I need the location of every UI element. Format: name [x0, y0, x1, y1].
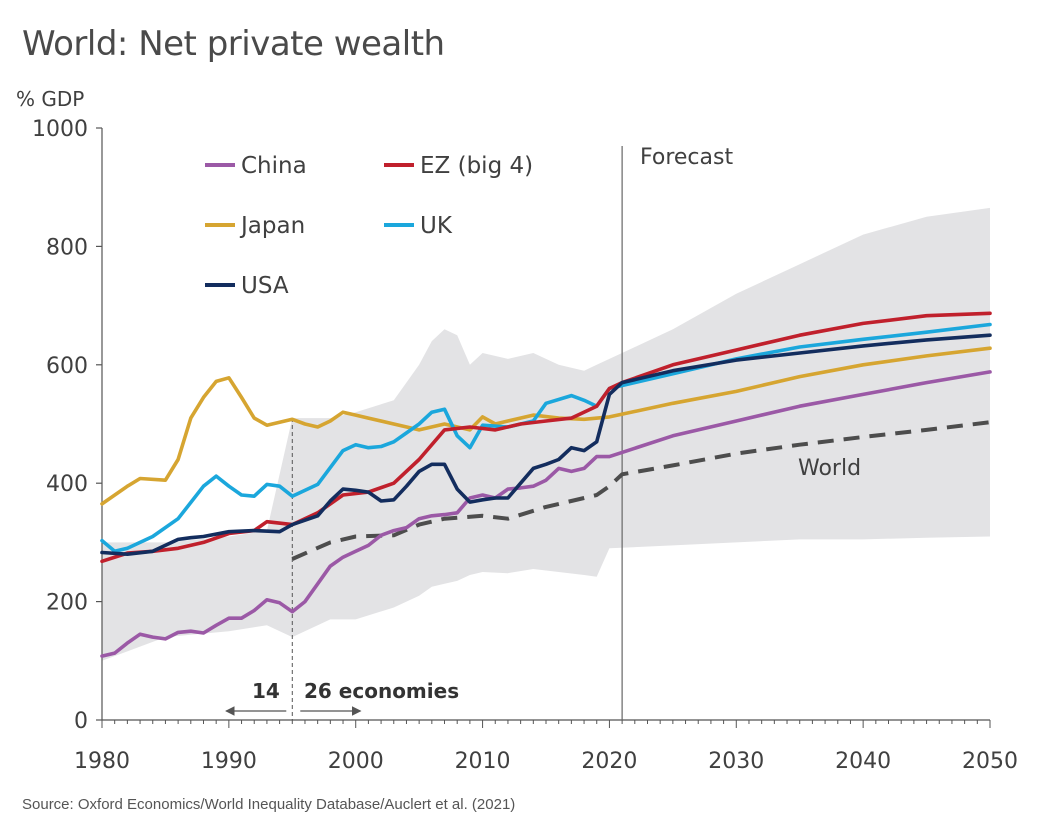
series-layer	[100, 311, 992, 658]
legend-label: Japan	[239, 213, 305, 239]
y-tick-label: 0	[74, 709, 88, 734]
split-left-label: 14	[252, 679, 280, 703]
legend-label: UK	[420, 213, 453, 239]
range-band	[102, 207, 990, 661]
legend-label: EZ (big 4)	[420, 153, 533, 179]
y-tick-label: 200	[46, 591, 88, 616]
x-tick-label: 2050	[962, 749, 1018, 774]
y-tick-label: 1000	[32, 117, 88, 142]
series-line-japan	[100, 346, 992, 506]
x-tick-label: 1980	[74, 749, 130, 774]
x-tick-label: 2020	[581, 749, 637, 774]
y-tick-label: 800	[46, 235, 88, 260]
series-line-china	[100, 370, 992, 658]
y-tick-label: 600	[46, 354, 88, 379]
x-tick-label: 2010	[455, 749, 511, 774]
range-band-layer	[102, 207, 990, 661]
world-series-label: World	[798, 456, 861, 481]
x-tick-label: 2040	[835, 749, 891, 774]
chart-title: World: Net private wealth	[22, 24, 445, 64]
series-line-world	[291, 420, 991, 561]
y-tick-label: 400	[46, 472, 88, 497]
series-line-usa	[100, 333, 992, 556]
series-line-ez-big-4	[100, 311, 992, 564]
split-right-label: 26 economies	[304, 679, 459, 703]
legend: China EZ (big 4) Japan UK USA	[205, 153, 533, 299]
y-axis-label: % GDP	[16, 87, 84, 111]
legend-label: China	[241, 153, 307, 179]
x-tick-label: 1990	[201, 749, 257, 774]
source-note: Source: Oxford Economics/World Inequalit…	[22, 796, 516, 813]
axes: 0 200 400 600 800 1000 1980 1990 2000 2010 2020 203…	[32, 117, 1018, 774]
x-tick-label: 2000	[328, 749, 384, 774]
wealth-line-chart: 0 200 400 600 800 1000 1980 1990 2000 2010 2020 203…	[16, 87, 1018, 774]
x-tick-label: 2030	[708, 749, 764, 774]
legend-label: USA	[241, 273, 289, 299]
forecast-label: Forecast	[640, 145, 733, 170]
